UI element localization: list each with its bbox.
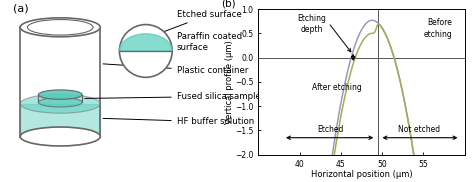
Text: Paraffin coated
surface: Paraffin coated surface xyxy=(164,32,242,56)
Text: Etched: Etched xyxy=(317,125,343,134)
Text: HF buffer solution: HF buffer solution xyxy=(103,117,254,126)
Ellipse shape xyxy=(20,18,100,37)
Text: Fused silica sample: Fused silica sample xyxy=(85,92,261,101)
Ellipse shape xyxy=(20,94,100,113)
Text: Plastic container: Plastic container xyxy=(103,64,248,76)
Text: Not etched: Not etched xyxy=(398,125,440,134)
Ellipse shape xyxy=(20,127,100,146)
Polygon shape xyxy=(119,34,172,51)
Bar xyxy=(20,104,100,136)
Text: After etching: After etching xyxy=(312,83,362,92)
Y-axis label: Vertical profile (μm): Vertical profile (μm) xyxy=(225,40,234,124)
Circle shape xyxy=(119,25,172,77)
Text: Etched surface: Etched surface xyxy=(154,10,241,35)
Text: (a): (a) xyxy=(13,4,28,14)
Ellipse shape xyxy=(38,90,82,99)
Text: Etching
depth: Etching depth xyxy=(298,14,327,34)
Ellipse shape xyxy=(38,98,82,107)
Text: (b): (b) xyxy=(221,0,236,8)
Text: Before
etching: Before etching xyxy=(423,18,452,39)
X-axis label: Horizontal position (μm): Horizontal position (μm) xyxy=(310,170,412,179)
